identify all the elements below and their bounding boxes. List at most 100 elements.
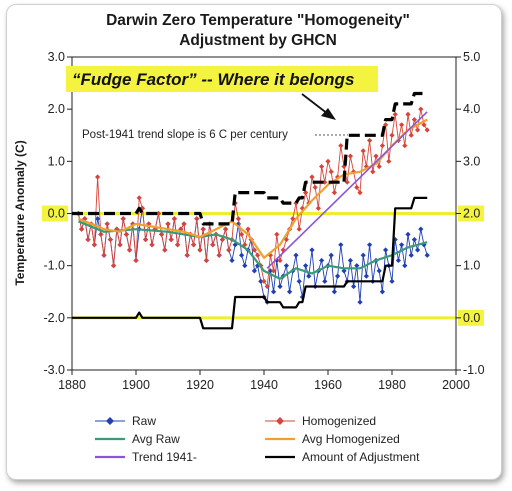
series-homogenized-point [373, 153, 379, 159]
series-raw-point [319, 257, 325, 264]
series-raw-point [408, 252, 414, 258]
plot-area: 1880 1900 1920 1940 1960 1980 2000 -3.0 -2.0 -1.0… [42, 50, 485, 392]
series-raw-point [335, 273, 341, 279]
x-tick-label: 1880 [58, 378, 86, 392]
series-trend-line [266, 111, 428, 269]
right-highlight-box-0 [458, 205, 484, 222]
series-raw-point [389, 278, 395, 284]
series-homogenized-point [274, 231, 280, 237]
series-homogenized-point [363, 163, 369, 170]
series-homogenized-point [312, 184, 318, 191]
series-homogenized-point [191, 242, 197, 248]
series-raw-point [255, 263, 261, 269]
series-raw-point [229, 257, 235, 264]
series-homogenized-point [267, 252, 273, 258]
series-homogenized-point [328, 169, 334, 175]
series-homogenized-point [219, 236, 225, 243]
series-raw-point [424, 252, 430, 258]
series-homogenized-point [162, 247, 168, 253]
series-homogenized-point [261, 278, 267, 284]
series-homogenized-point [149, 242, 155, 248]
series-raw-point [274, 257, 280, 264]
series-raw-point [379, 289, 385, 295]
series-homogenized-point [277, 257, 283, 264]
series-homogenized-point [389, 132, 395, 138]
series-homogenized-point [216, 252, 222, 258]
legend-swatch-marker [106, 417, 114, 425]
series-homogenized-point [386, 158, 392, 164]
series-raw-point [239, 252, 245, 258]
series-raw-point [351, 283, 357, 290]
y2-tick-label: 5.0 [463, 50, 480, 64]
series-homogenized-point [357, 190, 363, 196]
callout-arrow-head [321, 108, 336, 120]
series-homogenized-point [200, 226, 206, 232]
series-homogenized-point [296, 226, 302, 232]
series-homogenized-point [338, 143, 344, 149]
series-homogenized-point [370, 169, 376, 175]
series-raw-point [322, 278, 328, 284]
y-tick-label: -1.0 [43, 259, 65, 273]
series-homogenized-point [271, 268, 277, 274]
series-homogenized-point [210, 242, 216, 248]
series-homogenized-point [245, 226, 251, 232]
series-homogenized-point [354, 184, 360, 191]
legend-label: Amount of Adjustment [302, 450, 420, 464]
series-homogenized-point [95, 174, 101, 180]
series-raw-point [415, 247, 421, 253]
callout-arrow-line [301, 93, 329, 115]
series-homogenized-point [344, 179, 350, 185]
series-raw-point [293, 252, 299, 258]
series-raw-point [376, 268, 382, 274]
series-homogenized-point [91, 242, 97, 248]
series-homogenized-point [120, 216, 126, 222]
y2-tick-label: 0.0 [463, 311, 480, 325]
series-homogenized-point [226, 247, 232, 253]
series-raw-point [360, 252, 366, 258]
series-raw-point [411, 236, 417, 243]
series-raw-point [363, 273, 369, 279]
series-raw-point [306, 273, 312, 279]
y2-tick-label: -1.0 [463, 363, 485, 377]
series-raw-point [296, 278, 302, 284]
series-homogenized-point [165, 221, 171, 227]
legend-swatch-marker [276, 417, 284, 425]
series-homogenized-point [424, 127, 430, 133]
series-raw-point [277, 283, 283, 290]
series-homogenized-point [418, 106, 424, 112]
x-tick-label: 1920 [186, 378, 214, 392]
series-homogenized-point [360, 148, 366, 154]
series-homogenized-point [104, 221, 110, 227]
series-homogenized-point [203, 257, 209, 264]
legend-label: Avg Raw [132, 432, 180, 446]
series-raw-point [392, 236, 398, 243]
y2-tick-label: 3.0 [463, 154, 480, 168]
y-tick-label: -2.0 [43, 311, 65, 325]
series-raw-point [405, 231, 411, 237]
series-homogenized-point [175, 242, 181, 248]
chart-title-line1: Darwin Zero Temperature "Homogeneity" [106, 12, 410, 29]
series-homogenized-point [85, 236, 91, 243]
legend-label: Trend 1941- [132, 450, 197, 464]
series-raw-point [331, 289, 337, 295]
y2-tick-label: 4.0 [463, 102, 480, 116]
trend-note: Post-1941 trend slope is 6 C per century [82, 129, 288, 141]
series-homogenized-point [376, 163, 382, 170]
legend-label: Raw [132, 414, 156, 428]
series-homogenized-point [411, 117, 417, 123]
series-homogenized-point [123, 231, 129, 237]
series-homogenized-point [299, 205, 305, 211]
right-highlight-box-1 [458, 309, 484, 326]
series-homogenized-point [235, 216, 241, 222]
series-raw-point [402, 263, 408, 269]
series-homogenized-point [392, 111, 398, 117]
left-highlight-box [42, 205, 68, 222]
series-homogenized-point [184, 252, 190, 258]
series-raw-point [95, 216, 101, 222]
series-homogenized-point [133, 257, 139, 264]
series-raw-point [395, 257, 401, 264]
series-homogenized-point [309, 174, 315, 180]
series-homogenized-point [383, 122, 389, 128]
chart-title-line2: Adjustment by GHCN [179, 32, 337, 49]
series-raw-point [347, 257, 353, 264]
